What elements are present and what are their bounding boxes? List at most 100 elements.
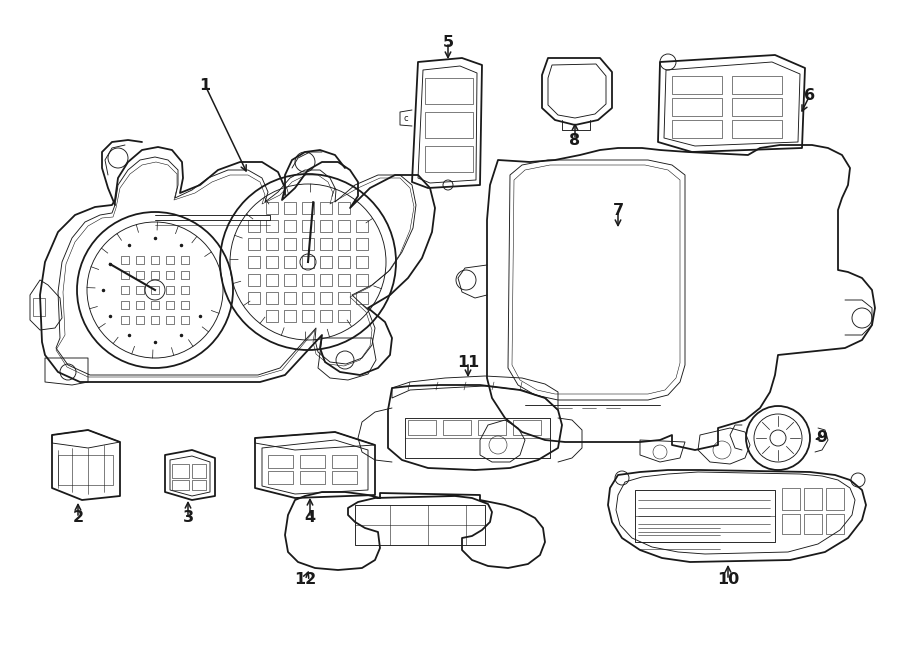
Text: 1: 1 bbox=[200, 77, 211, 93]
Bar bbox=[338, 274, 350, 286]
Bar bbox=[320, 292, 332, 304]
Bar bbox=[320, 274, 332, 286]
Bar bbox=[166, 301, 174, 309]
Bar bbox=[284, 292, 296, 304]
Bar bbox=[248, 256, 260, 268]
Text: 9: 9 bbox=[816, 430, 828, 446]
Bar bbox=[284, 310, 296, 322]
Bar bbox=[302, 274, 314, 286]
Bar bbox=[332, 455, 357, 468]
Bar bbox=[356, 238, 368, 250]
Bar bbox=[151, 286, 159, 294]
Bar bbox=[248, 274, 260, 286]
Bar bbox=[320, 256, 332, 268]
Bar bbox=[320, 310, 332, 322]
Text: 8: 8 bbox=[570, 132, 580, 148]
Bar bbox=[151, 256, 159, 264]
Bar bbox=[302, 310, 314, 322]
Bar bbox=[121, 271, 129, 279]
Bar bbox=[248, 238, 260, 250]
Bar bbox=[166, 286, 174, 294]
Text: 12: 12 bbox=[294, 573, 316, 587]
Bar bbox=[121, 301, 129, 309]
Bar bbox=[266, 220, 278, 232]
Bar bbox=[266, 238, 278, 250]
Bar bbox=[356, 256, 368, 268]
Bar bbox=[151, 316, 159, 324]
Bar bbox=[181, 301, 189, 309]
Bar bbox=[248, 292, 260, 304]
Text: 7: 7 bbox=[612, 203, 624, 218]
Text: 6: 6 bbox=[805, 87, 815, 103]
Bar bbox=[425, 146, 473, 172]
Bar bbox=[136, 301, 144, 309]
Bar bbox=[635, 490, 775, 542]
Bar bbox=[826, 514, 844, 534]
Bar bbox=[804, 514, 822, 534]
Bar bbox=[782, 488, 800, 510]
Bar bbox=[181, 286, 189, 294]
Bar bbox=[672, 76, 722, 94]
Bar bbox=[320, 202, 332, 214]
Bar bbox=[332, 471, 357, 484]
Bar bbox=[136, 316, 144, 324]
Text: 11: 11 bbox=[457, 354, 479, 369]
Bar bbox=[248, 220, 260, 232]
Bar bbox=[151, 301, 159, 309]
Bar bbox=[151, 271, 159, 279]
Bar bbox=[181, 256, 189, 264]
Bar bbox=[804, 488, 822, 510]
Bar bbox=[443, 420, 471, 435]
Bar bbox=[284, 274, 296, 286]
Bar bbox=[672, 98, 722, 116]
Bar bbox=[356, 292, 368, 304]
Bar bbox=[302, 220, 314, 232]
Bar bbox=[338, 256, 350, 268]
Bar bbox=[320, 220, 332, 232]
Bar bbox=[33, 298, 45, 316]
Bar bbox=[355, 505, 485, 545]
Text: 3: 3 bbox=[183, 510, 194, 526]
Bar bbox=[732, 120, 782, 138]
Bar bbox=[121, 256, 129, 264]
Bar bbox=[338, 238, 350, 250]
Bar bbox=[405, 418, 550, 458]
Bar bbox=[266, 310, 278, 322]
Bar bbox=[266, 256, 278, 268]
Bar bbox=[266, 202, 278, 214]
Bar bbox=[302, 238, 314, 250]
Bar bbox=[266, 274, 278, 286]
Text: 5: 5 bbox=[443, 34, 454, 50]
Bar bbox=[192, 480, 206, 490]
Bar bbox=[302, 202, 314, 214]
Bar bbox=[672, 120, 722, 138]
Bar bbox=[266, 292, 278, 304]
Bar bbox=[166, 316, 174, 324]
Bar bbox=[320, 238, 332, 250]
Bar bbox=[338, 220, 350, 232]
Bar bbox=[166, 256, 174, 264]
Bar bbox=[513, 420, 541, 435]
Bar bbox=[136, 271, 144, 279]
Bar bbox=[58, 455, 113, 485]
Bar bbox=[732, 98, 782, 116]
Bar bbox=[356, 274, 368, 286]
Bar bbox=[732, 76, 782, 94]
Text: 2: 2 bbox=[72, 510, 84, 526]
Bar bbox=[284, 256, 296, 268]
Bar bbox=[268, 455, 293, 468]
Bar bbox=[408, 420, 436, 435]
Text: c: c bbox=[404, 113, 409, 122]
Bar bbox=[338, 292, 350, 304]
Bar bbox=[356, 220, 368, 232]
Bar bbox=[338, 202, 350, 214]
Bar bbox=[300, 455, 325, 468]
Bar bbox=[284, 202, 296, 214]
Bar bbox=[192, 464, 206, 478]
Bar bbox=[826, 488, 844, 510]
Bar bbox=[284, 220, 296, 232]
Text: 4: 4 bbox=[304, 510, 316, 526]
Bar bbox=[181, 316, 189, 324]
Text: 10: 10 bbox=[717, 573, 739, 587]
Bar bbox=[478, 420, 506, 435]
